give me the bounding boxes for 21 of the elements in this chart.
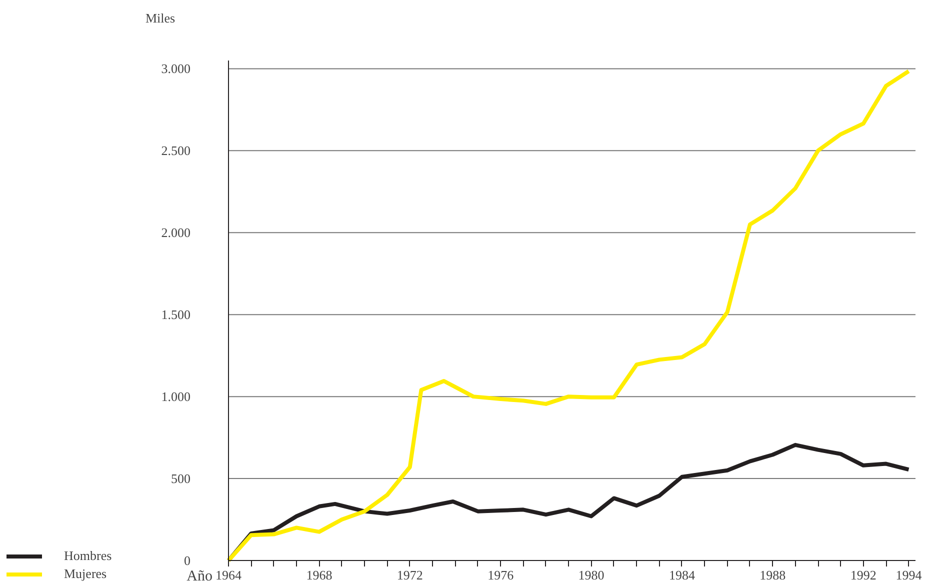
x-tick-label: 1980 [578, 568, 604, 582]
x-tick-label: 1994 [896, 568, 922, 582]
y-tick-label: 1.500 [161, 307, 190, 322]
x-tick-label: 1988 [760, 568, 786, 582]
y-tick-label: 1.000 [161, 389, 190, 404]
x-axis-title: Año [186, 568, 213, 584]
line-series [226, 69, 911, 562]
y-tick-label: 2.500 [161, 143, 190, 158]
y-tick-label: 2.000 [161, 225, 190, 240]
x-tick-label: 1992 [850, 568, 876, 582]
x-tick-label: 1968 [306, 568, 332, 582]
y-axis-title: Miles [146, 10, 176, 26]
y-tick-label: 500 [171, 471, 190, 486]
y-tick-label: 3.000 [161, 61, 190, 76]
x-tick-label: 1972 [396, 568, 423, 582]
x-tick-label: 1964 [216, 568, 242, 582]
x-tick-label: 1976 [488, 568, 514, 582]
legend-label: Hombres [64, 548, 112, 564]
legend-label: Mujeres [64, 566, 107, 582]
x-tick-label: 1984 [668, 568, 696, 582]
y-tick-label: 0 [184, 553, 190, 568]
